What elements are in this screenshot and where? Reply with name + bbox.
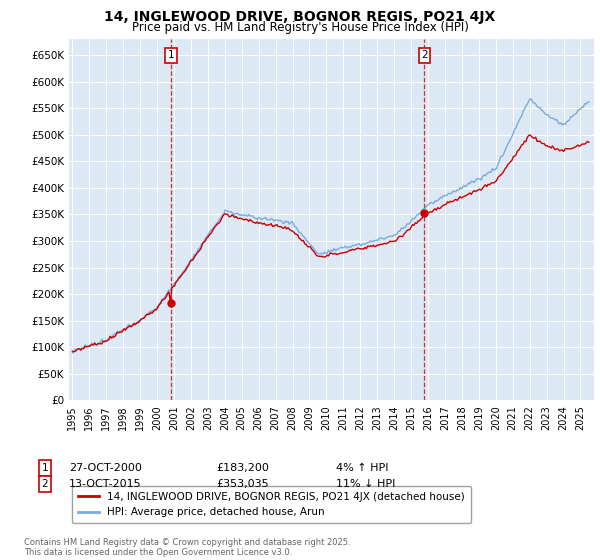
Text: 2: 2 [41,479,49,489]
Text: Contains HM Land Registry data © Crown copyright and database right 2025.
This d: Contains HM Land Registry data © Crown c… [24,538,350,557]
Text: 1: 1 [41,463,49,473]
Text: 14, INGLEWOOD DRIVE, BOGNOR REGIS, PO21 4JX: 14, INGLEWOOD DRIVE, BOGNOR REGIS, PO21 … [104,10,496,24]
Text: £183,200: £183,200 [216,463,269,473]
Text: 11% ↓ HPI: 11% ↓ HPI [336,479,395,489]
Text: 13-OCT-2015: 13-OCT-2015 [69,479,142,489]
Legend: 14, INGLEWOOD DRIVE, BOGNOR REGIS, PO21 4JX (detached house), HPI: Average price: 14, INGLEWOOD DRIVE, BOGNOR REGIS, PO21 … [71,486,471,524]
Text: 4% ↑ HPI: 4% ↑ HPI [336,463,389,473]
Text: 1: 1 [167,50,174,60]
Text: 27-OCT-2000: 27-OCT-2000 [69,463,142,473]
Text: Price paid vs. HM Land Registry's House Price Index (HPI): Price paid vs. HM Land Registry's House … [131,21,469,34]
Text: £353,035: £353,035 [216,479,269,489]
Text: 2: 2 [421,50,428,60]
